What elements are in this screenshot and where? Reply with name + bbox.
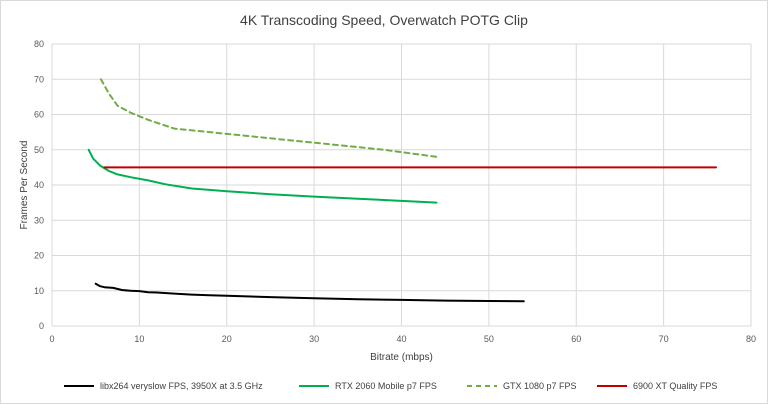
x-tick-label: 20 — [222, 334, 232, 344]
x-tick-label: 70 — [659, 334, 669, 344]
y-tick-label: 10 — [34, 286, 44, 296]
y-tick-label: 50 — [34, 145, 44, 155]
x-tick-label: 60 — [571, 334, 581, 344]
x-tick-label: 40 — [396, 334, 406, 344]
y-tick-label: 30 — [34, 215, 44, 225]
legend-label-4: 6900 XT Quality FPS — [633, 381, 717, 391]
x-axis-title: Bitrate (mbps) — [370, 352, 433, 363]
y-tick-label: 80 — [34, 39, 44, 49]
axes: 0 10 20 30 40 50 60 70 80 0 10 20 30 40 50 60 70 80 — [34, 39, 756, 344]
legend-label-3: GTX 1080 p7 FPS — [503, 381, 577, 391]
series-line-1 — [94, 282, 525, 303]
x-tick-label: 80 — [746, 334, 756, 344]
legend: libx264 veryslow FPS, 3950X at 3.5 GHz RT… — [64, 381, 717, 391]
legend-label-1: libx264 veryslow FPS, 3950X at 3.5 GHz — [100, 381, 263, 391]
x-tick-label: 50 — [484, 334, 494, 344]
y-tick-label: 40 — [34, 180, 44, 190]
y-tick-label: 60 — [34, 110, 44, 120]
x-tick-label: 30 — [309, 334, 319, 344]
legend-label-2: RTX 2060 Mobile p7 FPS — [335, 381, 437, 391]
x-tick-label: 10 — [134, 334, 144, 344]
y-tick-label: 0 — [39, 321, 44, 331]
series-line-3 — [99, 78, 438, 158]
x-tick-label: 0 — [49, 334, 54, 344]
grid-lines — [51, 43, 752, 327]
chart-title: 4K Transcoding Speed, Overwatch POTG Cli… — [240, 12, 528, 28]
y-tick-label: 20 — [34, 251, 44, 261]
y-axis-title: Frames Per Second — [19, 141, 30, 230]
y-tick-label: 70 — [34, 74, 44, 84]
series-line-2 — [87, 148, 438, 204]
series-lines — [87, 78, 717, 303]
